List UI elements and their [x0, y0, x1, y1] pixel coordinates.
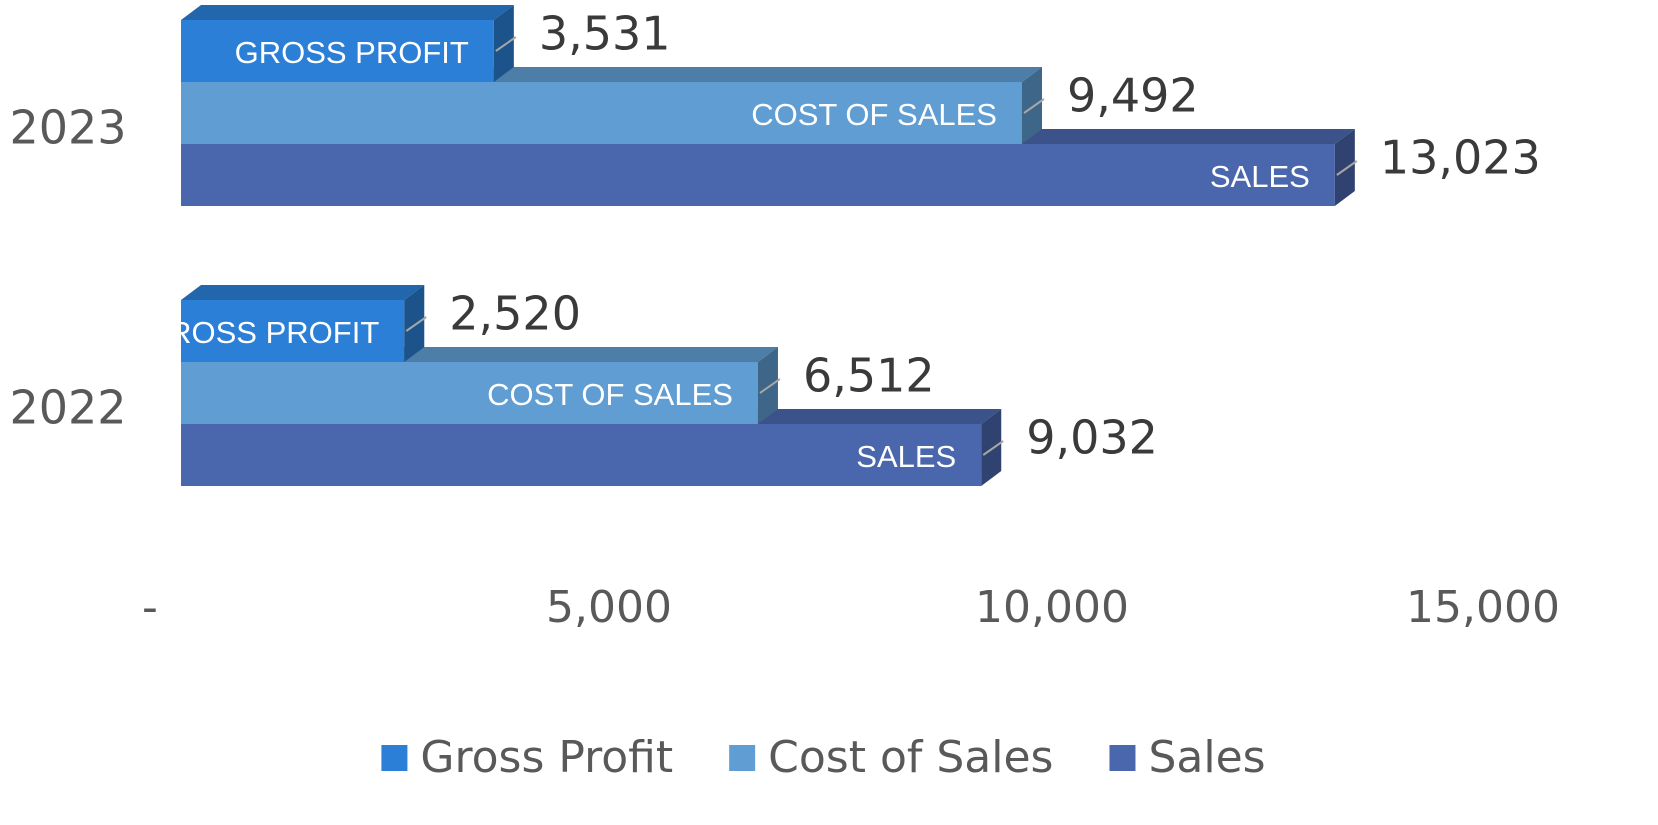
leader-line — [495, 36, 517, 52]
bar-side — [1334, 129, 1355, 206]
bar-label: SALES — [856, 439, 956, 474]
bar-label: SALES — [1210, 159, 1310, 194]
bar — [181, 285, 425, 362]
leader-line — [405, 316, 427, 332]
bar-side — [1021, 67, 1042, 144]
bar-label: GROSS PROFIT — [145, 315, 379, 350]
bar-label: COST OF SALES — [751, 97, 997, 132]
value-label: 3,531 — [539, 7, 671, 61]
value-label: 13,023 — [1380, 131, 1541, 185]
bar-side — [404, 285, 425, 362]
category-label: 2022 — [9, 381, 126, 435]
legend-swatch — [1109, 745, 1136, 771]
x-tick-label: 5,000 — [546, 582, 672, 633]
x-tick-label: - — [142, 582, 158, 633]
bar-side — [757, 347, 778, 424]
bar-front — [181, 300, 405, 362]
value-label: 9,492 — [1067, 69, 1199, 123]
legend-label: Gross Profit — [420, 732, 673, 783]
legend-label: Sales — [1148, 732, 1265, 783]
legend-swatch — [729, 745, 756, 771]
bar-front — [181, 82, 1022, 144]
bar-label: GROSS PROFIT — [235, 35, 469, 70]
bar-front — [181, 424, 982, 486]
legend-label: Cost of Sales — [768, 732, 1053, 783]
legend-swatch — [381, 745, 408, 771]
value-label: 6,512 — [803, 349, 935, 403]
x-tick-label: 15,000 — [1406, 582, 1560, 633]
bar-front — [181, 144, 1335, 206]
bar-front — [181, 20, 494, 82]
bar — [181, 5, 514, 82]
leader-line — [1023, 98, 1045, 114]
bar-front — [181, 362, 758, 424]
bar-label: COST OF SALES — [487, 377, 733, 412]
value-label: 2,520 — [449, 287, 581, 341]
bar-top — [181, 5, 514, 20]
category-label: 2023 — [9, 101, 126, 155]
bar-top — [181, 285, 425, 300]
leader-line — [1336, 160, 1358, 176]
leader-line — [982, 440, 1004, 456]
leader-line — [759, 378, 781, 394]
bar-side — [493, 5, 514, 82]
bar-side — [981, 409, 1002, 486]
x-tick-label: 10,000 — [975, 582, 1129, 633]
value-label: 9,032 — [1026, 411, 1158, 465]
